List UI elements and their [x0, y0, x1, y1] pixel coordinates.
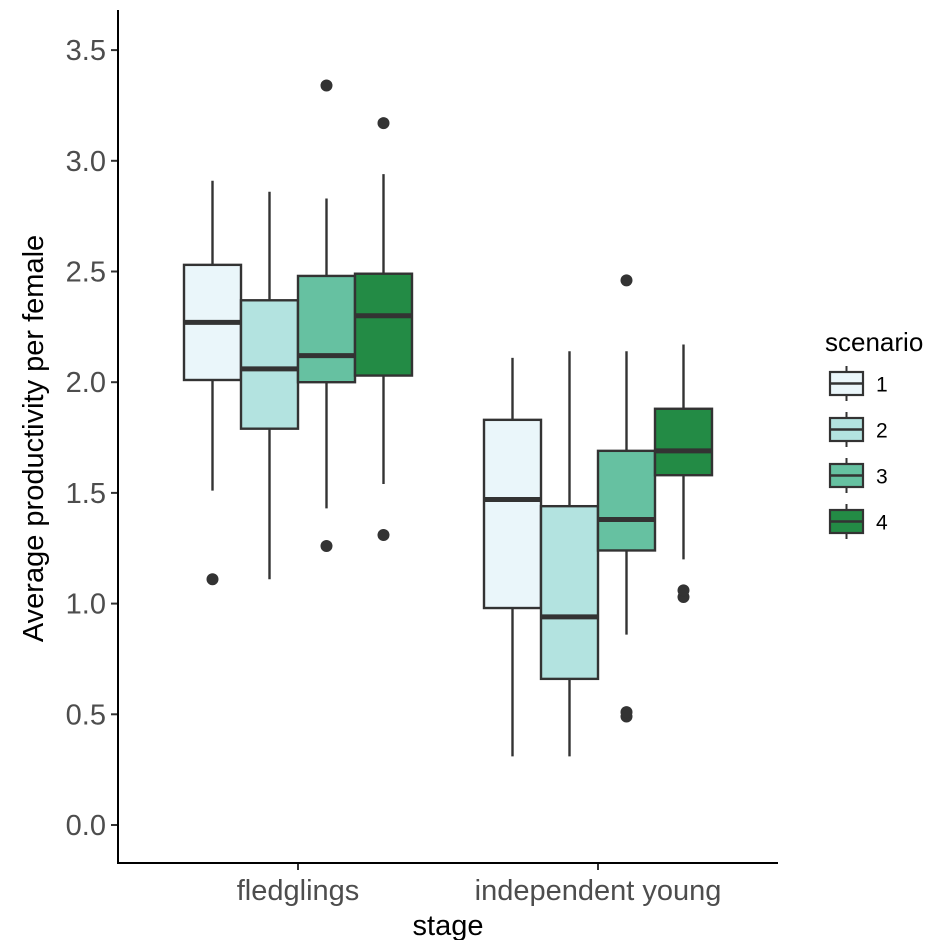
y-tick-label: 3.5 — [66, 35, 106, 67]
legend-key-3: 3 — [828, 458, 888, 493]
legend-key-4: 4 — [828, 504, 888, 539]
x-axis-ticks: fledglings independent young — [237, 863, 722, 907]
x-tick-label: independent young — [475, 875, 722, 907]
box-1 — [482, 357, 543, 757]
box-4 — [653, 344, 714, 603]
outlier-point — [620, 274, 633, 287]
series-3 — [296, 79, 657, 723]
box-iqr — [239, 299, 300, 430]
y-tick-label: 1.0 — [66, 589, 106, 621]
box-2 — [239, 191, 300, 580]
y-tick-label: 2.5 — [66, 257, 106, 289]
series-2 — [239, 191, 600, 757]
legend-label: 1 — [876, 374, 888, 397]
box-iqr — [653, 407, 714, 477]
series-4 — [353, 117, 714, 603]
outlier-point — [620, 706, 633, 719]
box-1 — [182, 180, 243, 586]
box-3 — [596, 274, 657, 723]
x-tick-label: fledglings — [237, 875, 360, 907]
y-tick-label: 2.0 — [66, 367, 106, 399]
legend-label: 2 — [876, 420, 888, 443]
box-2 — [539, 351, 600, 757]
x-axis-title: stage — [413, 910, 484, 940]
y-tick-label: 0.5 — [66, 699, 106, 731]
outlier-point — [206, 573, 219, 586]
outlier-point — [677, 584, 690, 597]
outlier-point — [320, 79, 333, 92]
y-tick-label: 3.0 — [66, 146, 106, 178]
outlier-point — [320, 540, 333, 553]
series-1 — [182, 180, 543, 757]
legend-title: scenario — [825, 327, 923, 357]
box-4 — [353, 117, 414, 541]
legend: scenario 1 2 3 4 — [825, 327, 923, 539]
y-tick-label: 1.5 — [66, 478, 106, 510]
legend-key-1: 1 — [828, 366, 888, 401]
box-iqr — [482, 418, 543, 610]
y-tick-label: 0.0 — [66, 810, 106, 842]
box-iqr — [296, 274, 357, 384]
box-iqr — [353, 272, 414, 377]
legend-label: 3 — [876, 466, 888, 489]
legend-keys: 1 2 3 4 — [828, 366, 888, 539]
legend-key-2: 2 — [828, 412, 888, 447]
outlier-point — [377, 528, 390, 541]
y-axis-ticks: 0.0 0.5 1.0 1.5 2.0 2.5 3.0 3.5 — [66, 35, 118, 842]
box-series — [182, 79, 714, 757]
box-3 — [296, 79, 357, 553]
y-axis-title: Average productivity per female — [18, 235, 50, 642]
legend-label: 4 — [876, 512, 888, 535]
box-iqr — [539, 504, 600, 681]
outlier-point — [377, 117, 390, 130]
box-iqr — [596, 449, 657, 552]
